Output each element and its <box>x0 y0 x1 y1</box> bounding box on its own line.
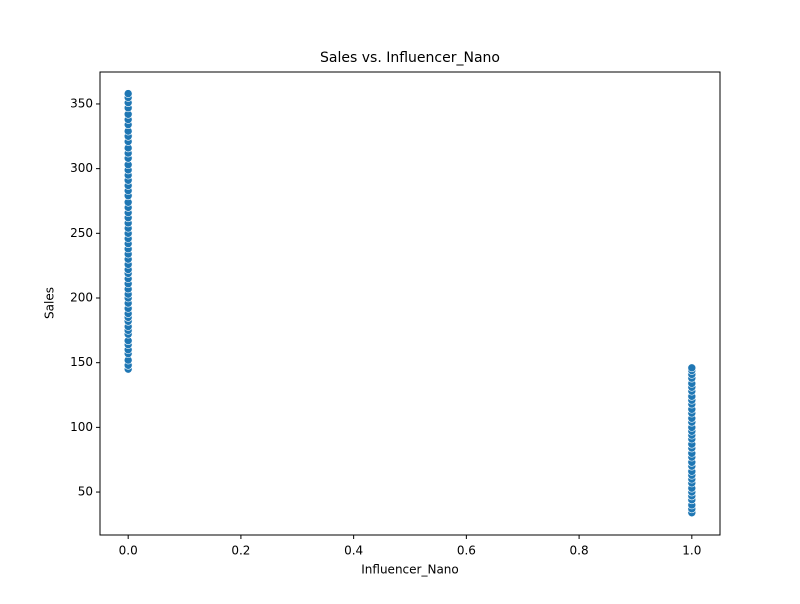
x-tick-label: 0.2 <box>231 544 250 558</box>
y-tick-label: 50 <box>78 485 93 499</box>
plot-frame <box>99 71 721 536</box>
y-tick-label: 150 <box>70 355 93 369</box>
x-tick-label: 0.6 <box>457 544 476 558</box>
y-tick-label: 300 <box>70 161 93 175</box>
x-tick-label: 0.8 <box>570 544 589 558</box>
y-tick-label: 100 <box>70 420 93 434</box>
point <box>687 363 697 373</box>
point <box>123 89 133 98</box>
y-axis-label: Sales <box>43 287 57 319</box>
chart-title: Sales vs. Influencer_Nano <box>320 50 500 66</box>
y-tick-label: 350 <box>70 96 93 110</box>
y-tick-label: 250 <box>70 226 93 240</box>
x-tick-label: 0.0 <box>119 544 138 558</box>
y-tick-label: 200 <box>70 291 93 305</box>
x-axis-label: Influencer_Nano <box>361 563 459 577</box>
x-tick-label: 0.4 <box>344 544 363 558</box>
x-tick-label: 1.0 <box>682 544 701 558</box>
